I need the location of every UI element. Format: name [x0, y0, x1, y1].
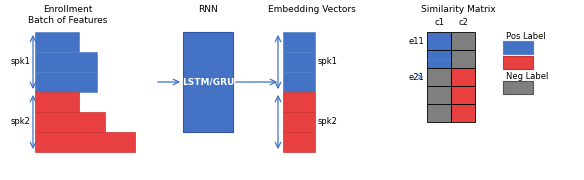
Text: e11: e11: [408, 37, 424, 46]
Text: Neg Label: Neg Label: [506, 72, 548, 81]
Bar: [503, 81, 533, 94]
Text: c2: c2: [458, 18, 468, 27]
Text: spk2: spk2: [318, 118, 338, 127]
Bar: [283, 132, 315, 152]
Bar: [451, 104, 475, 122]
Bar: [35, 132, 135, 152]
Text: spk1: spk1: [318, 57, 338, 66]
Bar: [183, 32, 233, 132]
Text: spk1: spk1: [10, 57, 30, 66]
Bar: [427, 68, 451, 86]
Text: Similarity Matrix: Similarity Matrix: [420, 5, 495, 14]
Bar: [503, 56, 533, 69]
Bar: [503, 41, 533, 54]
Text: Embedding Vectors: Embedding Vectors: [268, 5, 356, 14]
Bar: [283, 52, 315, 72]
Text: Enrollment
Batch of Features: Enrollment Batch of Features: [28, 5, 107, 25]
Bar: [35, 72, 97, 92]
Text: spk2: spk2: [10, 118, 30, 127]
Text: LSTM/GRU: LSTM/GRU: [182, 78, 234, 87]
Text: e21: e21: [408, 73, 424, 82]
Bar: [35, 32, 79, 52]
Bar: [451, 50, 475, 68]
Bar: [451, 86, 475, 104]
Bar: [283, 72, 315, 92]
Text: c1: c1: [434, 18, 444, 27]
Bar: [427, 32, 451, 50]
Text: RNN: RNN: [198, 5, 218, 14]
Bar: [427, 104, 451, 122]
Bar: [451, 32, 475, 50]
Bar: [427, 50, 451, 68]
Bar: [451, 68, 475, 86]
Bar: [35, 92, 79, 112]
Text: Pos Label: Pos Label: [506, 32, 546, 41]
Bar: [35, 52, 97, 72]
Bar: [283, 32, 315, 52]
Bar: [283, 92, 315, 112]
Bar: [283, 112, 315, 132]
Bar: [427, 86, 451, 104]
Bar: [35, 112, 105, 132]
